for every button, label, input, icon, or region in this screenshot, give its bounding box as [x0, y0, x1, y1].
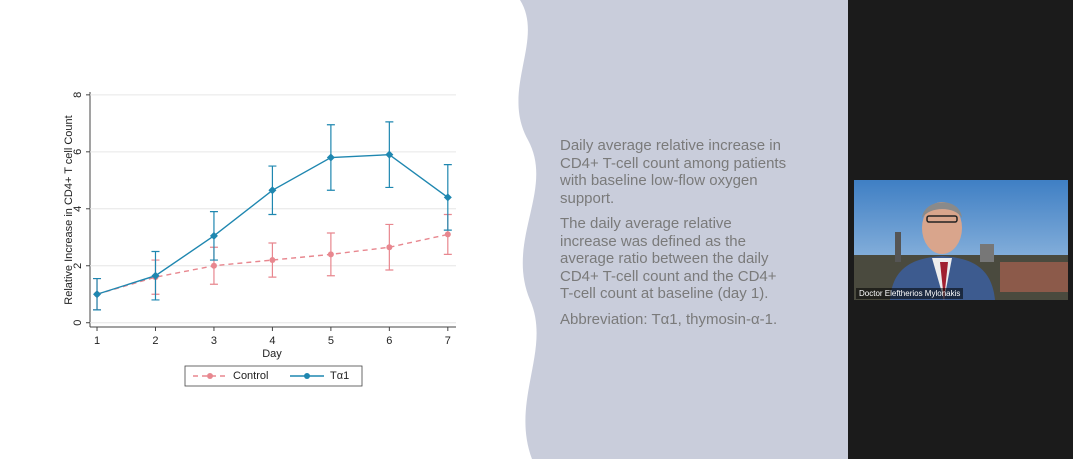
x-tick-label: 6	[386, 335, 392, 347]
legend	[184, 365, 363, 387]
x-tick-label: 3	[211, 335, 217, 347]
speaker-name: Doctor Eleftherios Mylonakis	[856, 288, 964, 299]
x-tick-label: 4	[269, 335, 275, 347]
person-head	[922, 202, 962, 254]
tower	[895, 232, 901, 262]
legend-label: Control	[233, 370, 268, 382]
building	[1000, 262, 1068, 292]
y-tick-label: 0	[72, 320, 84, 326]
paragraph: Abbreviation: Tα1, thymosin-α-1.	[560, 310, 778, 328]
point	[444, 231, 451, 238]
point	[210, 262, 217, 269]
legend-marker	[304, 373, 310, 379]
building	[980, 244, 994, 262]
paragraph: The daily average relative increase was …	[560, 215, 777, 302]
y-tick-label: 4	[72, 206, 84, 212]
x-axis-label: Day	[262, 348, 282, 360]
point	[268, 186, 277, 195]
y-tick-label: 6	[72, 149, 84, 155]
legend-label: Tα1	[330, 370, 349, 382]
point	[443, 193, 452, 202]
point	[209, 231, 218, 240]
point	[93, 290, 102, 299]
tie	[940, 262, 948, 300]
point	[326, 153, 335, 162]
y-axis-label: Relative Increase in CD4+ T cell Count	[63, 115, 75, 304]
legend-marker	[207, 373, 213, 379]
divider-panel	[518, 0, 848, 459]
point	[386, 244, 393, 251]
chart: Relative Increase in CD4+ T cell Count D…	[63, 92, 456, 387]
x-tick-label: 7	[445, 335, 451, 347]
point	[327, 251, 334, 258]
x-tick-label: 1	[94, 335, 100, 347]
point	[385, 150, 394, 159]
y-tick-label: 2	[72, 263, 84, 269]
x-tick-label: 5	[328, 335, 334, 347]
glasses	[926, 215, 958, 223]
slide-text: Daily average relative increase in CD4+ …	[560, 137, 792, 336]
hair	[922, 202, 962, 218]
video-feed	[854, 180, 1068, 300]
paragraph: Daily average relative increase in CD4+ …	[560, 137, 787, 207]
x-tick-label: 2	[152, 335, 158, 347]
point	[151, 271, 160, 280]
point	[269, 257, 276, 264]
y-tick-label: 8	[72, 92, 84, 98]
